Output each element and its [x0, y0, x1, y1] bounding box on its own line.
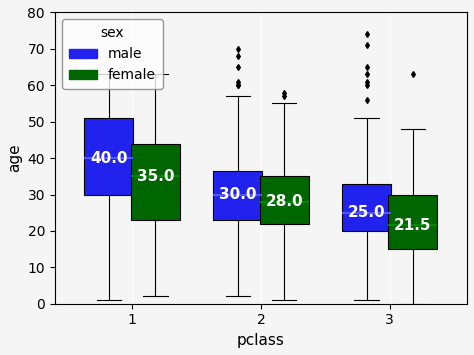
X-axis label: pclass: pclass	[237, 333, 285, 348]
Legend: male, female: male, female	[62, 20, 163, 89]
PathPatch shape	[342, 184, 391, 231]
Text: 35.0: 35.0	[137, 169, 174, 184]
Text: 30.0: 30.0	[219, 187, 256, 202]
Y-axis label: age: age	[7, 144, 22, 173]
Text: 28.0: 28.0	[265, 194, 303, 209]
Text: 21.5: 21.5	[394, 218, 432, 233]
Text: 40.0: 40.0	[90, 151, 128, 166]
PathPatch shape	[131, 143, 180, 220]
PathPatch shape	[389, 195, 438, 249]
PathPatch shape	[260, 176, 309, 224]
PathPatch shape	[84, 118, 133, 195]
Text: 25.0: 25.0	[348, 205, 385, 220]
PathPatch shape	[213, 171, 262, 220]
